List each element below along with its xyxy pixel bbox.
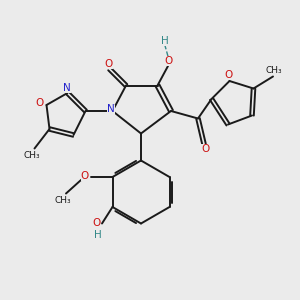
Text: H: H bbox=[161, 36, 169, 46]
Text: CH₃: CH₃ bbox=[265, 66, 282, 75]
Text: H: H bbox=[94, 230, 101, 240]
Text: O: O bbox=[81, 171, 89, 181]
Text: CH₃: CH₃ bbox=[55, 196, 71, 205]
Text: O: O bbox=[36, 98, 44, 109]
Text: O: O bbox=[201, 144, 210, 154]
Text: O: O bbox=[225, 70, 233, 80]
Text: O: O bbox=[93, 218, 101, 229]
Text: O: O bbox=[104, 58, 113, 69]
Text: O: O bbox=[164, 56, 173, 66]
Text: CH₃: CH₃ bbox=[24, 151, 40, 160]
Text: N: N bbox=[63, 83, 71, 93]
Text: N: N bbox=[107, 104, 115, 115]
